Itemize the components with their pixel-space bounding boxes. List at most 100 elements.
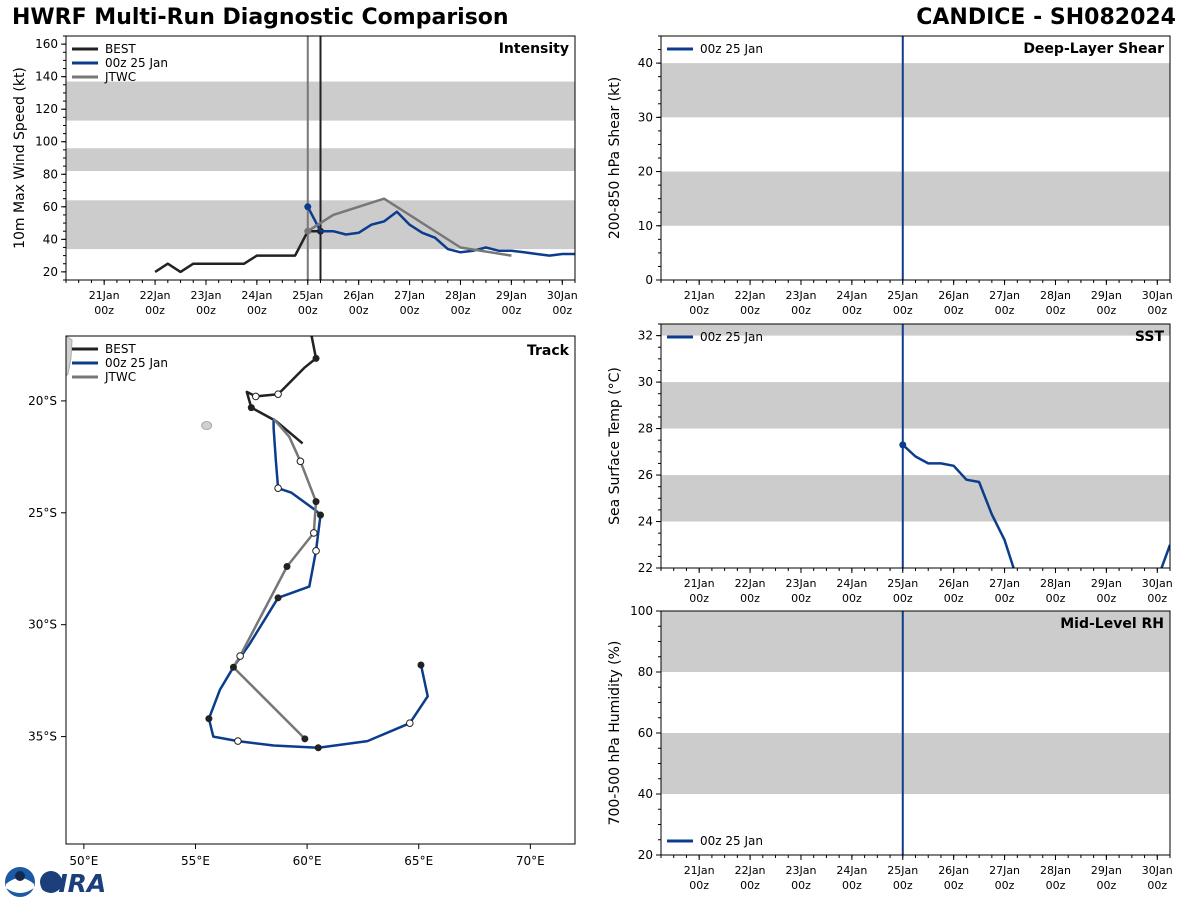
chart-shear: 0 10 20 30 40 21Jan 00z 22Jan 00z 23Jan 00z 24Jan 00… — [607, 35, 1173, 317]
x-tick-sublabel-intensity: 00z — [552, 304, 572, 317]
band-rh-1 — [661, 611, 1170, 672]
x-tick-label-track: 65°E — [404, 854, 433, 868]
x-tick-label-rh: 30Jan — [1142, 864, 1173, 877]
x-tick-sublabel-shear: 00z — [893, 304, 913, 317]
x-tick-label-shear: 28Jan — [1040, 289, 1071, 302]
legend-label-track-jtwc: JTWC — [104, 370, 136, 384]
y-tick-label-shear: 10 — [638, 219, 653, 233]
track-line-jtwc — [232, 417, 318, 740]
chart-track: 50°E 55°E 60°E 65°E 70°E 20°S 25°S 30°S 35°S Trac… — [28, 335, 576, 868]
x-tick-label-intensity: 23Jan — [190, 289, 221, 302]
logos: CIRA — [5, 867, 106, 898]
x-tick-label-sst: 26Jan — [938, 577, 969, 590]
track-point-open-hwrf — [405, 719, 414, 727]
x-tick-label-shear: 24Jan — [836, 289, 867, 302]
y-tick-label-shear: 0 — [645, 273, 653, 287]
x-tick-label-sst: 28Jan — [1040, 577, 1071, 590]
band-sst-0 — [661, 475, 1170, 522]
series-marker-intensity-hwrf — [304, 203, 312, 211]
x-tick-label-rh: 28Jan — [1040, 864, 1071, 877]
track-point-open-hwrf — [312, 547, 320, 555]
x-tick-sublabel-sst: 00z — [1147, 592, 1167, 605]
x-tick-sublabel-intensity: 00z — [196, 304, 216, 317]
x-tick-sublabel-rh: 00z — [1147, 879, 1167, 892]
legend-label-intensity-jtwc: JTWC — [104, 70, 136, 84]
y-tick-label-intensity: 80 — [43, 167, 58, 181]
y-tick-label-intensity: 140 — [35, 70, 58, 84]
y-tick-label-intensity: 40 — [43, 232, 58, 246]
x-tick-sublabel-sst: 00z — [1096, 592, 1116, 605]
x-tick-sublabel-intensity: 00z — [501, 304, 521, 317]
y-tick-label-sst: 30 — [638, 375, 653, 389]
x-tick-sublabel-intensity: 00z — [94, 304, 114, 317]
track-point-hwrf — [274, 594, 282, 602]
band-rh-0 — [661, 733, 1170, 794]
legend-label-track-best: BEST — [105, 342, 136, 356]
y-tick-label-intensity: 20 — [43, 265, 58, 279]
x-tick-sublabel-rh: 00z — [740, 879, 760, 892]
x-tick-label-rh: 22Jan — [735, 864, 766, 877]
y-axis-label-sst: Sea Surface Temp (°C) — [607, 367, 623, 525]
x-tick-sublabel-sst: 00z — [740, 592, 760, 605]
track-point-hwrf — [205, 715, 213, 723]
x-tick-label-intensity: 30Jan — [547, 289, 578, 302]
track-point-open-hwrf — [274, 484, 282, 492]
x-tick-sublabel-sst: 00z — [1046, 592, 1066, 605]
y-tick-label-track: 35°S — [28, 730, 57, 744]
y-axis-label-shear: 200-850 hPa Shear (kt) — [607, 77, 623, 239]
series-marker-intensity-jtwc — [304, 227, 312, 235]
y-tick-label-shear: 30 — [638, 110, 653, 124]
x-tick-label-shear: 27Jan — [989, 289, 1020, 302]
axes-frame-track — [65, 335, 576, 845]
track-point-open-jtwc — [296, 457, 305, 466]
x-tick-label-intensity: 26Jan — [343, 289, 374, 302]
panel-title-rh: Mid-Level RH — [1060, 616, 1164, 632]
track-point-open-jtwc — [310, 529, 318, 537]
band-sst-2 — [661, 324, 1170, 336]
x-tick-sublabel-shear: 00z — [740, 304, 760, 317]
y-tick-label-rh: 40 — [638, 787, 653, 801]
plot-area-rh — [661, 611, 1170, 855]
x-tick-sublabel-intensity: 00z — [145, 304, 165, 317]
x-tick-label-sst: 24Jan — [836, 577, 867, 590]
y-tick-label-intensity: 160 — [35, 37, 58, 51]
x-tick-sublabel-rh: 00z — [791, 879, 811, 892]
x-tick-label-rh: 29Jan — [1091, 864, 1122, 877]
series-line-sst-hwrf — [901, 443, 1170, 568]
x-tick-label-intensity: 24Jan — [241, 289, 272, 302]
series-line-intensity-best — [154, 229, 321, 274]
x-tick-sublabel-shear: 00z — [944, 304, 964, 317]
figure-title: HWRF Multi-Run Diagnostic Comparison — [12, 5, 509, 30]
storm-name: CANDICE - SH082024 — [916, 5, 1176, 30]
chart-intensity: 20 40 60 80 100 120 140 160 21Jan 00z 22Jan 00z 23Ja… — [12, 35, 578, 317]
track-point-jtwc — [283, 563, 291, 571]
track-point-open-jtwc — [236, 652, 244, 660]
track-point-jtwc — [312, 498, 320, 506]
x-tick-label-rh: 26Jan — [938, 864, 969, 877]
x-tick-label-rh: 25Jan — [887, 864, 918, 877]
cira-logo-text: CIRA — [40, 869, 106, 898]
x-tick-sublabel-intensity: 00z — [349, 304, 369, 317]
x-tick-sublabel-intensity: 00z — [400, 304, 420, 317]
y-tick-label-sst: 32 — [638, 329, 653, 343]
x-tick-sublabel-rh: 00z — [944, 879, 964, 892]
track-line-hwrf — [207, 418, 429, 750]
x-tick-sublabel-sst: 00z — [791, 592, 811, 605]
x-tick-label-intensity: 27Jan — [394, 289, 425, 302]
x-tick-label-intensity: 29Jan — [496, 289, 527, 302]
x-tick-sublabel-intensity: 00z — [298, 304, 318, 317]
x-tick-label-intensity: 28Jan — [445, 289, 476, 302]
y-tick-label-intensity: 120 — [35, 102, 58, 116]
island-mauritius — [201, 421, 213, 431]
x-tick-label-track: 70°E — [516, 854, 545, 868]
y-axis-label-rh: 700-500 hPa Humidity (%) — [607, 641, 623, 826]
chart-rh: 20 40 60 80 100 21Jan 00z 22Jan 00z 23Jan 00z 24Jan… — [607, 604, 1173, 892]
x-tick-sublabel-sst: 00z — [689, 592, 709, 605]
y-tick-label-rh: 100 — [630, 604, 653, 618]
x-tick-sublabel-shear: 00z — [842, 304, 862, 317]
y-tick-label-track: 20°S — [28, 394, 57, 408]
x-tick-sublabel-rh: 00z — [842, 879, 862, 892]
x-tick-label-intensity: 21Jan — [89, 289, 120, 302]
y-tick-label-rh: 20 — [638, 848, 653, 862]
